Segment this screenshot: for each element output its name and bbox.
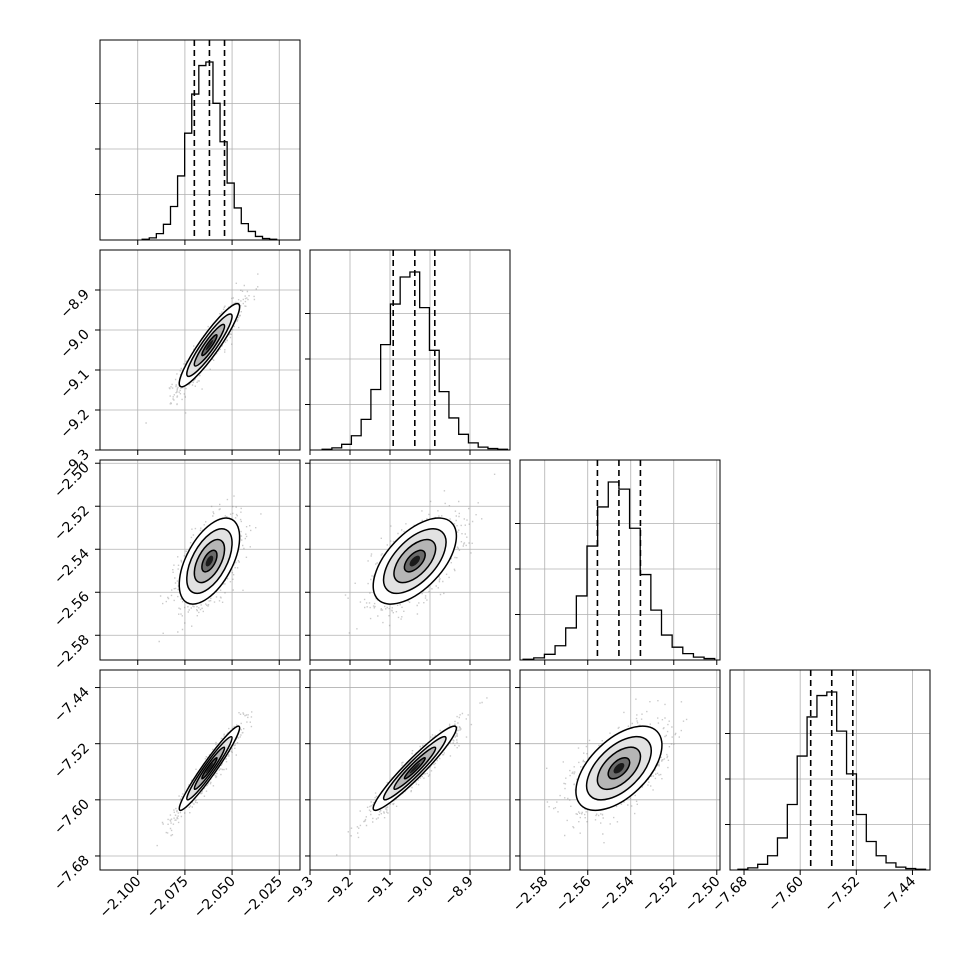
x-tick-label: −2.54 (596, 873, 638, 915)
y-tick-label: −7.44 (51, 684, 93, 726)
x-tick-label: −2.58 (510, 874, 552, 916)
y-tick-label: −9.0 (57, 327, 92, 362)
x-tick-label: −8.9 (441, 874, 476, 909)
contour-line (372, 725, 458, 812)
contour-line (393, 746, 437, 791)
panel-frame (309, 669, 511, 871)
panel-frame (309, 459, 511, 661)
panel-content (156, 711, 253, 847)
contour-line (201, 756, 218, 780)
contour-line (201, 334, 218, 357)
y-tick-label: −7.68 (51, 852, 93, 894)
x-tick-label: −7.60 (765, 874, 807, 916)
panel-content (546, 698, 688, 844)
panel-frame (519, 459, 721, 661)
histogram-panel-0 (95, 39, 301, 245)
panel-frame (729, 669, 931, 871)
x-tick-label: −9.1 (361, 874, 396, 909)
x-tick-label: −7.44 (878, 873, 920, 915)
contour-line (607, 756, 631, 780)
scatter-panel-2-1 (305, 459, 511, 665)
scatter-panel-2-0 (95, 459, 301, 665)
histogram-panel-1 (305, 249, 511, 455)
y-tick-label: −2.52 (51, 503, 93, 545)
histogram-panel-2 (515, 459, 721, 665)
scatter-panel-3-2 (515, 669, 721, 875)
y-tick-label: −2.56 (51, 589, 93, 631)
x-tick-label: −9.3 (281, 874, 316, 909)
x-tick-label: −2.075 (144, 874, 192, 922)
scatter-panel-3-1 (305, 669, 511, 875)
contour-line (382, 528, 447, 595)
contour-line (585, 735, 652, 801)
panel-content (145, 273, 259, 424)
panel-content (336, 697, 488, 856)
contour-line (403, 756, 426, 780)
contour-line (403, 549, 426, 573)
contour-line (178, 725, 241, 812)
density-fill (205, 762, 214, 774)
contour-line (186, 313, 233, 378)
contour-line (186, 735, 233, 801)
panel-frame (309, 249, 511, 451)
density-fill (613, 762, 625, 774)
contour-line (193, 746, 226, 791)
x-tick-label: −7.52 (821, 874, 863, 916)
contour-line (178, 302, 241, 388)
y-tick-label: −9.2 (57, 407, 92, 442)
y-tick-label: −8.9 (57, 287, 92, 322)
y-tick-label: −2.58 (51, 632, 93, 674)
panel-frame (519, 669, 721, 871)
panel-content (158, 495, 262, 643)
panel-frame (99, 669, 301, 871)
y-tick-label: −2.54 (51, 546, 93, 588)
histogram-panel-3 (725, 669, 931, 875)
contour-line (372, 517, 458, 605)
density-fill (409, 762, 420, 774)
contour-line (382, 735, 447, 801)
contour-line (575, 725, 663, 812)
contour-line (186, 528, 233, 595)
panel-frame (99, 249, 301, 451)
panel-frame (99, 459, 301, 661)
scatter-panel-3-0 (95, 669, 301, 875)
x-tick-label: −2.050 (191, 874, 239, 922)
y-tick-label: −7.52 (51, 740, 93, 782)
x-tick-label: −9.2 (321, 874, 356, 909)
y-tick-label: −7.60 (51, 796, 93, 838)
y-tick-label: −9.1 (57, 367, 92, 402)
contour-line (201, 549, 218, 573)
x-tick-label: −2.52 (639, 874, 681, 916)
contour-line (393, 538, 437, 584)
contour-line (178, 517, 241, 605)
scatter-panel-1-0 (95, 249, 301, 455)
contour-line (193, 323, 226, 367)
contour-line (193, 538, 226, 584)
density-fill (409, 555, 421, 567)
contour-line (596, 746, 642, 791)
x-tick-label: −9.0 (401, 874, 436, 909)
panel-content (344, 473, 496, 634)
density-fill (205, 555, 214, 567)
x-tick-label: −2.025 (238, 874, 286, 922)
density-fill (205, 340, 214, 351)
panel-frame (99, 39, 301, 241)
x-tick-label: −2.100 (97, 874, 145, 922)
x-tick-label: −2.56 (553, 873, 595, 915)
